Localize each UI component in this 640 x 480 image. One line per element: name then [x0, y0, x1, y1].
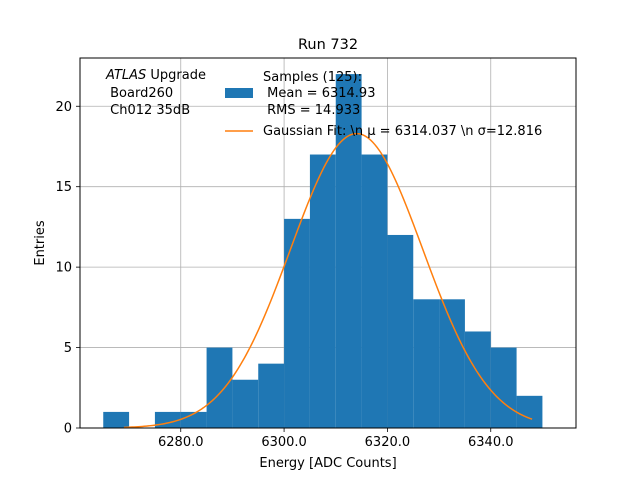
y-axis-label: Entries — [33, 220, 48, 266]
x-tick-label: 6320.0 — [365, 435, 411, 450]
histogram-bar — [206, 347, 233, 428]
x-axis-label: Energy [ADC Counts] — [259, 456, 396, 471]
chart-title: Run 732 — [298, 37, 358, 53]
legend-samples-label: Samples (125): — [263, 70, 362, 85]
x-tick-label: 6280.0 — [158, 435, 204, 450]
y-tick-label: 10 — [55, 261, 72, 276]
histogram-bar — [258, 363, 285, 428]
histogram-bar — [180, 411, 207, 428]
histogram-bar — [309, 154, 336, 429]
legend-histogram-patch — [225, 88, 253, 98]
y-tick-label: 5 — [64, 341, 72, 356]
histogram-bar — [232, 379, 259, 428]
channel-label: Ch012 35dB — [106, 103, 190, 118]
upgrade-label: Upgrade — [146, 68, 206, 83]
histogram-bars — [103, 74, 543, 429]
gaussian-fit-layer — [123, 132, 533, 429]
plot-frame — [79, 57, 577, 429]
legend-fit-label: Gaussian Fit: \n μ = 6314.037 \n σ=12.81… — [263, 124, 542, 139]
legend-rms-label: RMS = 14.933 — [263, 103, 360, 118]
atlas-annotation: ATLAS Upgrade Board260 Ch012 35dB — [105, 68, 206, 118]
x-tick-label: 6300.0 — [261, 435, 307, 450]
board-label: Board260 — [106, 86, 173, 101]
gaussian-fit-curve — [123, 132, 533, 429]
histogram-bar — [361, 154, 388, 429]
legend-mean-label: Mean = 6314.93 — [263, 86, 375, 101]
svg-text:ATLAS Upgrade: ATLAS Upgrade — [105, 68, 206, 83]
histogram-bar — [103, 411, 130, 428]
histogram-bar — [387, 234, 414, 428]
histogram-bar — [439, 299, 465, 428]
y-tick-label: 20 — [55, 100, 72, 115]
atlas-label: ATLAS — [105, 68, 146, 83]
axis-ticks: 6280.0 6300.0 6320.0 6340.0 0 5 10 15 20 — [55, 100, 513, 450]
histogram-bar — [490, 347, 517, 428]
legend: Samples (125): Mean = 6314.93 RMS = 14.9… — [225, 70, 542, 139]
histogram-bar — [284, 218, 310, 428]
histogram-bar — [516, 395, 543, 428]
x-tick-label: 6340.0 — [468, 435, 514, 450]
histogram-bar — [413, 299, 440, 428]
y-tick-label: 0 — [64, 422, 72, 437]
y-tick-label: 15 — [55, 180, 72, 195]
histogram-bar — [464, 331, 491, 428]
